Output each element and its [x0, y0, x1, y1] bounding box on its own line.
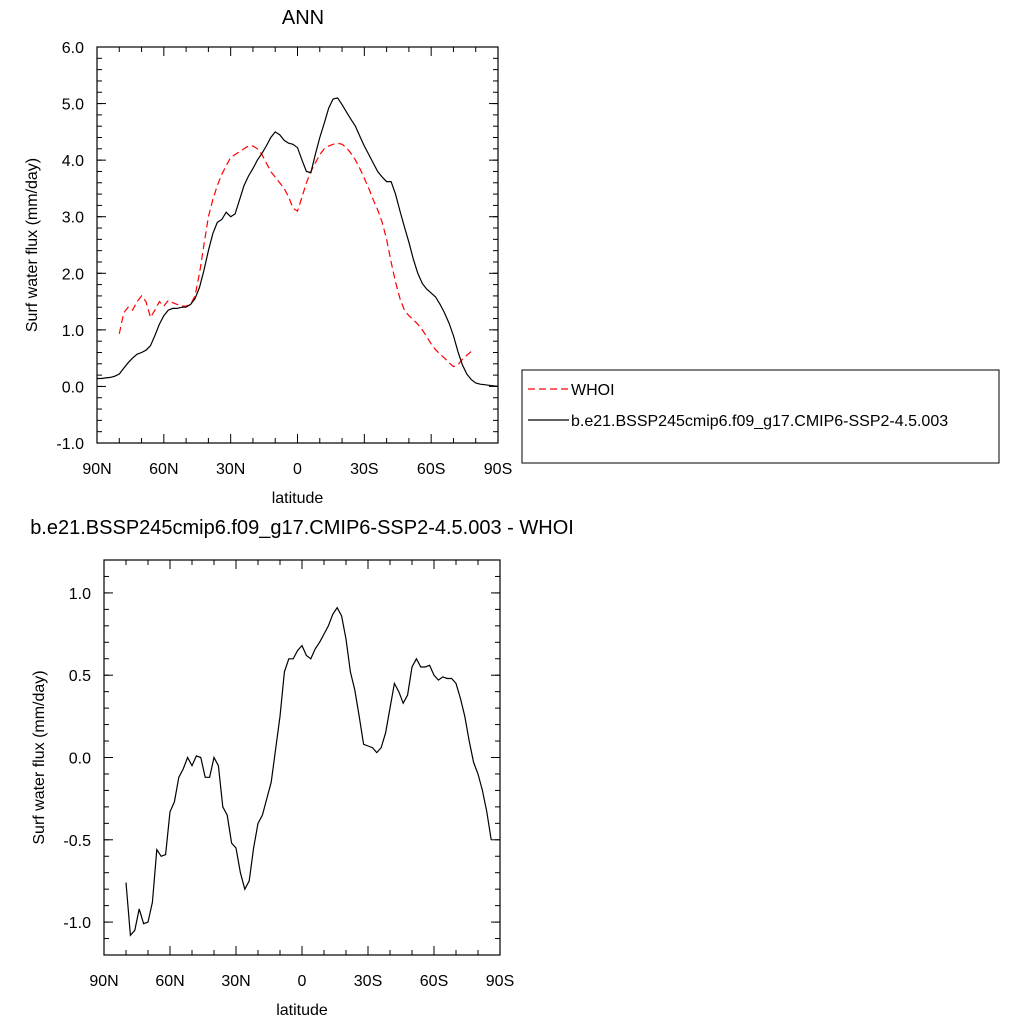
x-tick-label: 0	[298, 973, 307, 990]
x-tick-label: 30N	[216, 461, 245, 478]
legend-label-whoi: WHOI	[571, 382, 615, 399]
y-tick-label: -1.0	[56, 436, 84, 453]
x-tick-label: 60N	[149, 461, 178, 478]
x-tick-label: 30N	[221, 973, 250, 990]
series-line-model	[97, 97, 499, 387]
x-tick-label: 30S	[350, 461, 378, 478]
y-tick-label: -0.5	[63, 833, 91, 850]
y-tick-label: 3.0	[62, 210, 84, 227]
y-tick-label: 2.0	[62, 266, 84, 283]
chart-bottom: 90N 60N 30N 0 30S 60S 90S -1.0 -0.5 0.0 0.5 1.0 b.e2…	[30, 517, 574, 1019]
x-tick-label: 30S	[354, 973, 382, 990]
y-tick-label: 0.5	[69, 668, 91, 685]
legend: WHOI b.e21.BSSP245cmip6.f09_g17.CMIP6-SSP…	[521, 369, 1000, 464]
x-tick-label: 90N	[82, 461, 111, 478]
x-tick-label: 0	[293, 461, 302, 478]
x-tick-label: 90S	[484, 461, 512, 478]
y-tick-label: 4.0	[62, 153, 84, 170]
plot-frame	[103, 559, 501, 956]
chart-title: ANN	[282, 7, 324, 29]
x-tick-label: 60S	[420, 973, 448, 990]
y-tick-label: 5.0	[62, 97, 84, 114]
x-axis-label: latitude	[272, 490, 324, 507]
x-tick-label: 60S	[417, 461, 445, 478]
legend-box	[521, 369, 1000, 464]
x-tick-label: 60N	[155, 973, 184, 990]
y-tick-label: -1.0	[63, 915, 91, 932]
y-axis-label: Surf water flux (mm/day)	[24, 158, 41, 332]
x-axis-label: latitude	[276, 1002, 328, 1019]
y-tick-label: 0.0	[69, 751, 91, 768]
legend-label-model: b.e21.BSSP245cmip6.f09_g17.CMIP6-SSP2-4.…	[571, 413, 948, 430]
series-line-difference	[125, 606, 492, 937]
x-tick-label: 90N	[89, 973, 118, 990]
x-tick-label: 90S	[486, 973, 514, 990]
y-tick-label: 6.0	[62, 40, 84, 57]
y-tick-label: 1.0	[69, 586, 91, 603]
plot-frame	[96, 46, 499, 444]
y-tick-label: 0.0	[62, 379, 84, 396]
chart-title: b.e21.BSSP245cmip6.f09_g17.CMIP6-SSP2-4.…	[30, 517, 574, 539]
series-line-whoi	[118, 142, 472, 368]
y-axis-label: Surf water flux (mm/day)	[31, 670, 48, 844]
y-tick-label: 1.0	[62, 323, 84, 340]
chart-top: 90N 60N 30N 0 30S 60S 90S -1.0 0.0 1.0 2.0 3.0 4.0 5.…	[24, 7, 1000, 507]
